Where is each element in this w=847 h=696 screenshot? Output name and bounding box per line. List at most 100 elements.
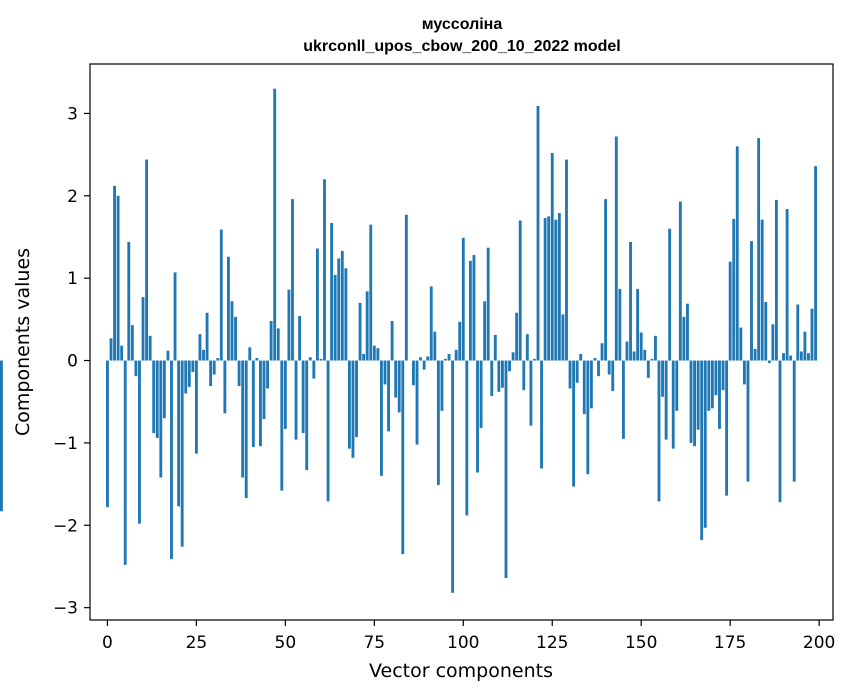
bar: [703, 360, 707, 528]
bar: [401, 360, 405, 555]
bar: [155, 360, 159, 438]
bar-series: [0, 88, 817, 593]
bar: [518, 220, 522, 361]
bar: [248, 347, 252, 361]
bar: [419, 357, 422, 361]
bar: [173, 272, 177, 361]
bar: [639, 332, 643, 361]
bar: [686, 303, 689, 361]
bar: [269, 321, 273, 361]
bar: [458, 321, 462, 361]
bar: [533, 358, 536, 361]
bar: [746, 360, 750, 482]
bar: [287, 289, 291, 361]
y-axis-ticks: −3 −2 −1 0 1 2 3: [53, 104, 90, 619]
bar: [433, 331, 437, 361]
bar: [166, 350, 170, 361]
x-tick-label: 75: [363, 633, 385, 653]
x-tick-label: 100: [447, 633, 479, 653]
bar: [796, 304, 800, 361]
bar: [148, 335, 152, 361]
bar: [696, 360, 700, 430]
bar: [700, 360, 704, 541]
bar: [522, 360, 526, 391]
bar: [390, 321, 394, 361]
bar: [454, 349, 458, 361]
x-tick-label: 150: [625, 633, 657, 653]
bar: [120, 345, 124, 361]
bar: [625, 341, 629, 361]
bar: [326, 360, 330, 502]
bar: [579, 353, 583, 361]
bar: [561, 314, 565, 361]
bar: [611, 360, 615, 392]
bar: [693, 360, 696, 447]
plot-frame: [89, 63, 834, 621]
bar: [764, 302, 768, 361]
x-tick-label: 25: [186, 633, 208, 653]
bar: [308, 357, 312, 361]
bar: [145, 159, 149, 361]
bar: [259, 360, 262, 447]
bar: [504, 360, 508, 578]
bar: [312, 360, 316, 379]
bar: [376, 348, 380, 361]
bar: [508, 360, 511, 372]
bar: [298, 316, 302, 361]
bar: [202, 349, 205, 361]
bar: [707, 360, 711, 411]
bar: [152, 360, 156, 434]
y-tick-label: −1: [53, 434, 78, 454]
bar: [333, 274, 337, 361]
bar: [476, 360, 479, 473]
bar: [141, 297, 145, 361]
bar: [739, 327, 743, 361]
bar: [444, 358, 447, 361]
x-tick-label: 50: [275, 633, 297, 653]
bar: [661, 360, 664, 397]
bar: [330, 222, 334, 361]
bar: [209, 360, 213, 387]
bar: [621, 360, 625, 439]
bar: [273, 88, 277, 361]
bar: [778, 360, 782, 503]
bar: [529, 360, 533, 426]
bar: [721, 360, 725, 391]
bar: [757, 138, 761, 361]
bar: [565, 159, 568, 361]
y-tick-label: 2: [67, 187, 78, 207]
bar: [461, 237, 465, 361]
bar: [689, 360, 693, 443]
bar: [294, 360, 298, 440]
bar: [113, 185, 116, 361]
bar: [604, 199, 608, 361]
bar: [351, 360, 355, 458]
bar: [301, 360, 305, 434]
bar: [785, 208, 789, 361]
bar: [600, 343, 604, 361]
bar: [497, 360, 501, 392]
bar: [106, 360, 109, 508]
y-axis-label: Components values: [12, 248, 34, 436]
bar: [483, 301, 487, 361]
x-tick-label: 0: [102, 633, 113, 653]
bar: [451, 360, 455, 593]
bar: [109, 338, 113, 361]
bar: [472, 255, 476, 361]
bar: [251, 360, 255, 448]
bar: [283, 360, 287, 429]
bar: [355, 360, 358, 438]
bar: [582, 360, 586, 415]
bar: [725, 360, 729, 496]
bar: [397, 360, 401, 413]
x-tick-label: 175: [714, 633, 746, 653]
bar: [664, 360, 668, 440]
bar: [479, 360, 483, 429]
bar: [654, 335, 657, 361]
bar: [415, 360, 419, 445]
bar: [223, 360, 227, 414]
bar: [212, 360, 216, 375]
bar: [597, 360, 600, 377]
